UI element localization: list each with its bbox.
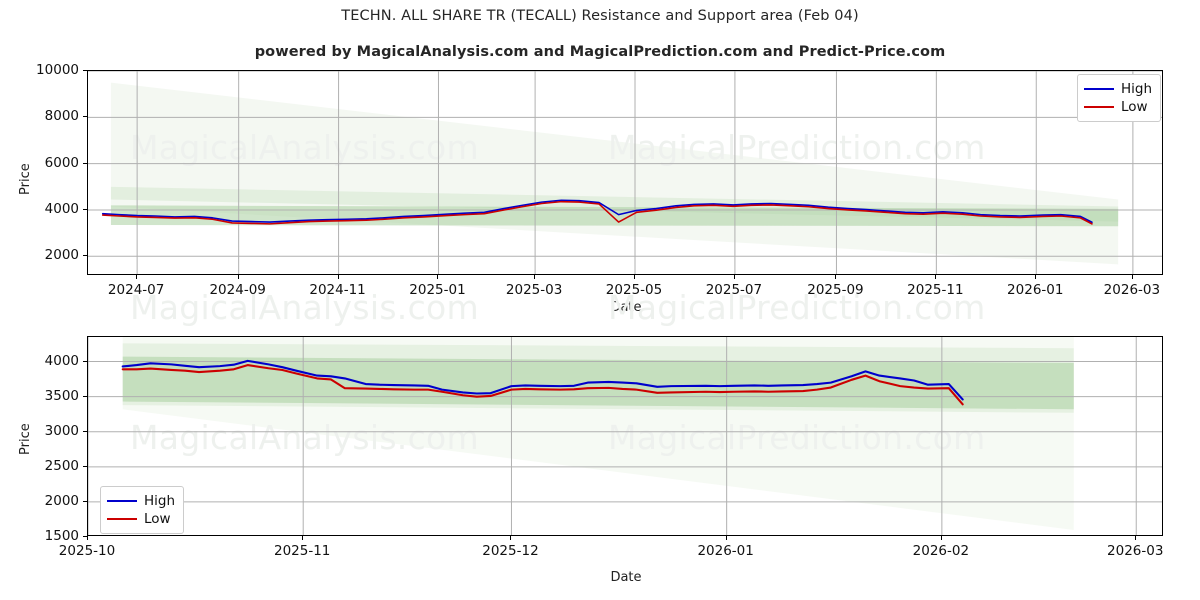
y-tick-label: 1500: [44, 528, 79, 544]
lower-legend[interactable]: High Low: [100, 486, 185, 534]
x-tick-label: 2024-07: [107, 282, 165, 298]
x-tick-label: 2025-05: [605, 282, 663, 298]
x-tick-label: 2026-03: [1107, 543, 1164, 559]
upper-x-axis-label: Date: [610, 300, 642, 315]
y-tick-label: 2000: [44, 492, 79, 509]
y-tick-mark: [83, 536, 87, 537]
x-tick-label: 2025-03: [505, 282, 563, 298]
legend-entry-low: Low: [1084, 98, 1152, 116]
legend-label-low-lower: Low: [144, 511, 171, 527]
x-tick-label: 2025-11: [907, 282, 964, 298]
x-tick-mark: [87, 536, 88, 540]
x-tick-mark: [510, 536, 512, 540]
x-tick-label: 2025-01: [409, 282, 466, 298]
legend-swatch-high: [1084, 88, 1114, 90]
x-tick-mark: [835, 275, 837, 279]
x-tick-mark: [437, 275, 439, 279]
y-tick-label: 4000: [44, 352, 79, 369]
x-tick-mark: [1131, 275, 1133, 279]
upper-plot-area: [87, 70, 1163, 275]
x-tick-mark: [1035, 275, 1037, 279]
y-tick-mark: [83, 360, 87, 362]
y-tick-mark: [83, 162, 87, 164]
y-tick-mark: [83, 500, 87, 502]
y-tick-label: 10000: [36, 62, 79, 78]
page-title: TECHN. ALL SHARE TR (TECALL) Resistance …: [341, 8, 859, 24]
legend-swatch-low: [1084, 106, 1114, 108]
y-tick-label: 3000: [44, 422, 79, 439]
x-tick-mark: [935, 275, 937, 279]
y-tick-label: 2000: [44, 247, 79, 264]
y-tick-mark: [83, 208, 87, 210]
x-tick-mark: [634, 275, 635, 279]
x-tick-mark: [136, 275, 138, 279]
y-tick-label: 3500: [44, 387, 79, 404]
legend-label-low: Low: [1121, 99, 1148, 115]
y-tick-label: 8000: [44, 108, 79, 125]
lower-x-axis-label: Date: [610, 570, 642, 585]
x-tick-mark: [725, 536, 727, 540]
x-tick-label: 2025-07: [705, 282, 763, 298]
upper-legend[interactable]: High Low: [1077, 74, 1162, 122]
y-tick-mark: [83, 465, 87, 467]
x-tick-label: 2025-09: [807, 282, 864, 298]
y-tick-mark: [83, 255, 87, 257]
x-tick-mark: [1135, 536, 1137, 540]
x-tick-label: 2025-10: [58, 543, 116, 559]
legend-entry-low-lower: Low: [107, 510, 175, 528]
legend-swatch-low-lower: [107, 518, 137, 520]
x-tick-mark: [534, 275, 536, 279]
legend-swatch-high-lower: [107, 500, 137, 502]
x-tick-mark: [302, 536, 304, 540]
y-tick-mark: [83, 430, 87, 432]
x-tick-label: 2026-02: [912, 543, 970, 559]
y-tick-mark: [83, 395, 87, 397]
x-tick-label: 2026-01: [697, 543, 754, 559]
x-tick-label: 2026-01: [1007, 282, 1064, 298]
page-subtitle: powered by MagicalAnalysis.com and Magic…: [254, 44, 946, 60]
legend-entry-high-lower: High: [107, 492, 175, 510]
x-tick-mark: [237, 275, 239, 279]
legend-label-high-lower: High: [144, 493, 176, 509]
y-tick-label: 4000: [44, 200, 79, 217]
x-tick-mark: [337, 275, 339, 279]
x-tick-label: 2024-09: [209, 282, 266, 298]
y-tick-mark: [83, 70, 87, 71]
y-tick-label: 6000: [44, 154, 79, 171]
x-tick-mark: [733, 275, 735, 279]
x-tick-label: 2024-11: [309, 282, 366, 298]
x-tick-label: 2026-03: [1103, 282, 1161, 298]
x-tick-mark: [940, 536, 942, 540]
x-tick-label: 2025-12: [482, 543, 539, 559]
y-tick-mark: [83, 116, 87, 118]
legend-label-high: High: [1121, 81, 1153, 97]
lower-plot-area: [87, 336, 1163, 536]
legend-entry-high: High: [1084, 80, 1152, 98]
y-tick-label: 2500: [44, 457, 79, 474]
x-tick-label: 2025-11: [273, 543, 331, 559]
